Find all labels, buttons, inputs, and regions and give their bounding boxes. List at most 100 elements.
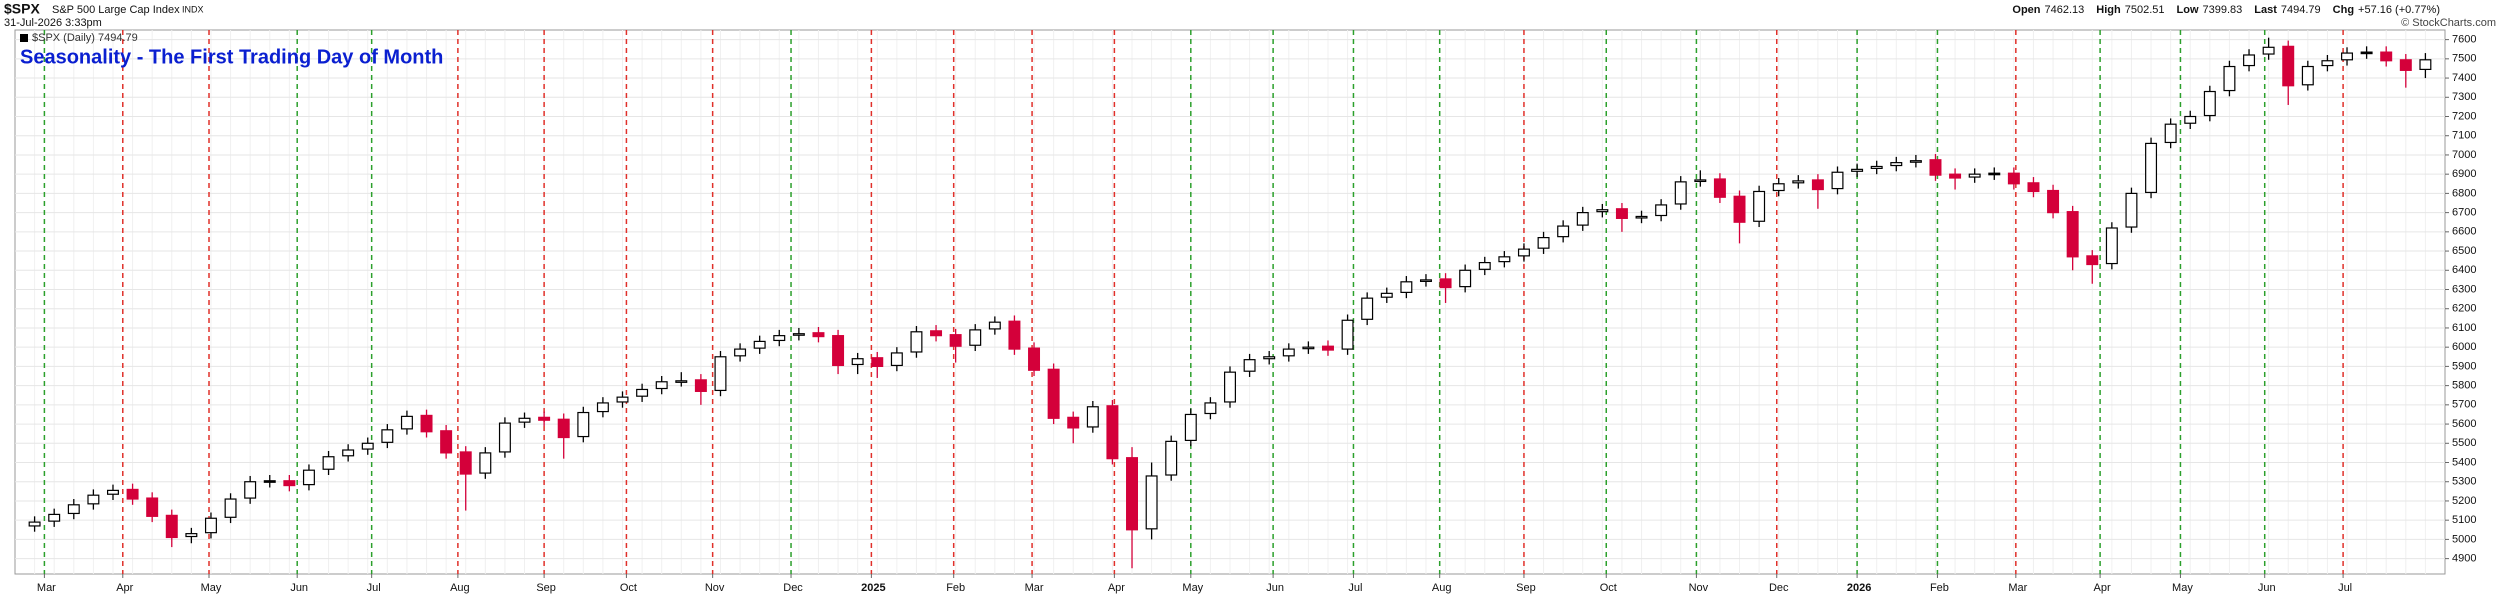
- candle-body: [1008, 320, 1021, 350]
- x-tick-label: May: [1182, 582, 1203, 594]
- candle-body: [1478, 261, 1491, 270]
- candle-body: [2262, 46, 2275, 55]
- candle-body: [1224, 371, 1236, 403]
- y-tick-label: 5900: [2452, 360, 2476, 372]
- candle-body: [1557, 225, 1570, 238]
- candle-body: [1243, 359, 1256, 372]
- candle-body: [949, 334, 962, 347]
- candle-body: [1439, 278, 1452, 289]
- candle-body: [969, 329, 982, 346]
- candle-body: [1282, 348, 1295, 357]
- candle-body: [1694, 179, 1707, 183]
- candle-body: [2203, 90, 2216, 117]
- stat-label: Low: [2177, 4, 2199, 16]
- y-tick-label: 6800: [2452, 187, 2476, 199]
- candle-body: [2105, 227, 2118, 265]
- candle-body: [361, 442, 374, 450]
- index-name: S&P 500 Large Cap Index: [52, 4, 180, 16]
- stat-label: High: [2096, 4, 2121, 16]
- candle-body: [2184, 115, 2197, 124]
- stat-value: 7462.13: [2045, 4, 2085, 16]
- y-tick-label: 6100: [2452, 322, 2476, 334]
- x-tick-label: Jun: [2258, 582, 2276, 594]
- candle-body: [87, 494, 100, 505]
- chart-title: Seasonality - The First Trading Day of M…: [20, 46, 443, 68]
- candle-body: [1890, 162, 1903, 167]
- candle-body: [1361, 297, 1374, 320]
- candle-body: [577, 411, 590, 438]
- x-tick-label: Dec: [1769, 582, 1789, 594]
- y-tick-label: 5100: [2452, 514, 2476, 526]
- candle-body: [1753, 190, 1766, 222]
- candle-body: [1341, 319, 1354, 350]
- candle-body: [1988, 172, 2001, 176]
- stat-label: Last: [2254, 4, 2277, 16]
- candle-body: [2399, 59, 2412, 71]
- candle-body: [1498, 256, 1511, 263]
- candle-body: [28, 521, 41, 527]
- candle-body: [283, 480, 296, 487]
- credit: © StockCharts.com: [2401, 17, 2496, 29]
- candle-body: [832, 335, 845, 367]
- candle-body: [1400, 281, 1413, 293]
- candle-body: [244, 481, 257, 499]
- x-tick-label: Nov: [705, 582, 725, 594]
- legend-label: $SPX (Daily) 7494.79: [32, 32, 138, 44]
- candle-body: [400, 415, 413, 430]
- y-tick-label: 6400: [2452, 264, 2476, 276]
- candle-body: [616, 396, 629, 403]
- candle-body: [1106, 405, 1119, 460]
- candle-body: [1713, 178, 1726, 198]
- x-tick-label: Aug: [1432, 582, 1452, 594]
- candle-body: [2282, 45, 2295, 87]
- candle-body: [910, 331, 923, 353]
- x-tick-label: 2026: [1847, 582, 1871, 594]
- candle-body: [2027, 182, 2040, 193]
- y-tick-label: 5800: [2452, 380, 2476, 392]
- candle-body: [1419, 279, 1432, 282]
- x-tick-label: Feb: [946, 582, 965, 594]
- y-tick-label: 5400: [2452, 456, 2476, 468]
- candle-body: [773, 335, 786, 342]
- x-tick-label: Nov: [1689, 582, 1709, 594]
- x-tick-label: Mar: [37, 582, 56, 594]
- candle-body: [2145, 142, 2158, 194]
- candle-body: [2164, 123, 2177, 144]
- candle-body: [224, 498, 237, 518]
- legend-swatch: [20, 34, 28, 42]
- x-tick-label: Dec: [783, 582, 803, 594]
- y-tick-label: 6500: [2452, 245, 2476, 257]
- candle-body: [2419, 59, 2432, 71]
- candle-body: [1576, 212, 1589, 226]
- candle-body: [871, 357, 884, 367]
- candle-body: [146, 497, 159, 517]
- candle-body: [1126, 457, 1139, 531]
- candle-body: [1772, 183, 1785, 192]
- candle-body: [1184, 413, 1197, 442]
- candle-body: [1047, 368, 1060, 419]
- y-tick-label: 6300: [2452, 283, 2476, 295]
- y-tick-label: 6000: [2452, 341, 2476, 353]
- candle-body: [1929, 159, 1942, 176]
- candle-body: [1831, 171, 1844, 190]
- y-tick-label: 7100: [2452, 130, 2476, 142]
- x-tick-label: May: [2172, 582, 2193, 594]
- candle-body: [1674, 181, 1687, 205]
- candle-body: [48, 513, 61, 522]
- candle-body: [518, 417, 531, 423]
- candle-body: [655, 381, 668, 390]
- x-tick-label: Feb: [1930, 582, 1949, 594]
- candle-body: [636, 388, 649, 397]
- candle-body: [2086, 255, 2099, 266]
- candle-body: [1263, 356, 1276, 360]
- candle-body: [165, 514, 178, 539]
- candle-body: [557, 418, 570, 439]
- candle-body: [1537, 237, 1550, 249]
- candle-body: [2360, 51, 2373, 55]
- x-tick-label: Aug: [450, 582, 470, 594]
- candle-body: [1086, 406, 1099, 428]
- x-tick-label: Mar: [2008, 582, 2027, 594]
- x-tick-label: Jun: [290, 582, 308, 594]
- candle-body: [106, 489, 119, 495]
